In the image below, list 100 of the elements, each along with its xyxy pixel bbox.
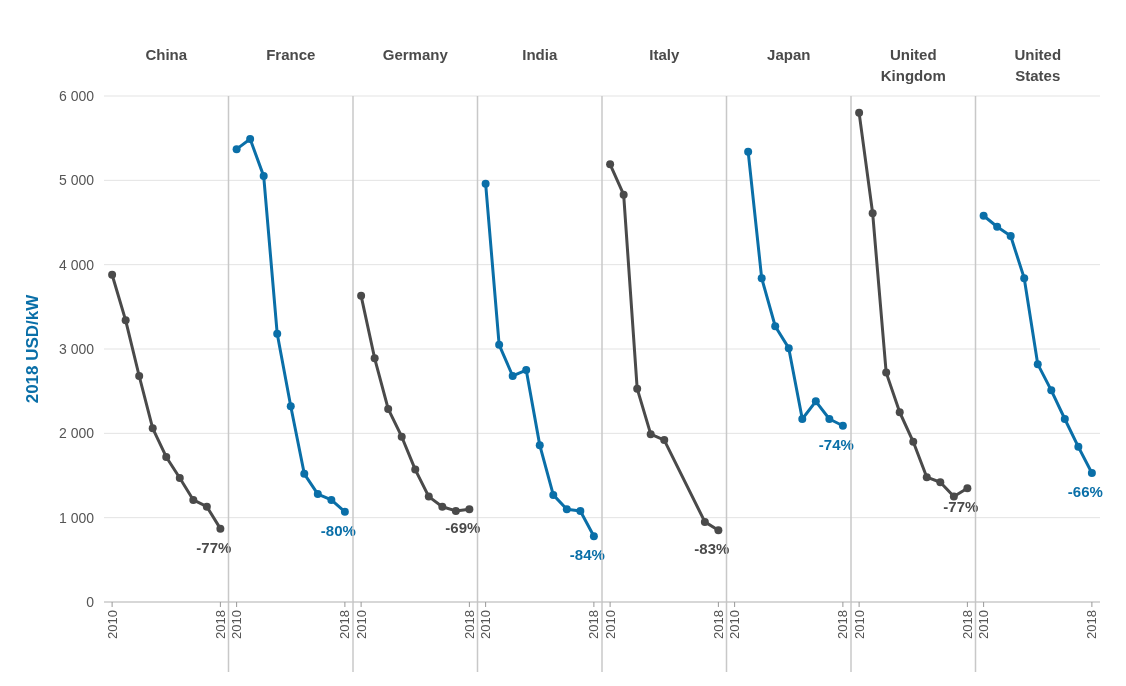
point	[162, 452, 171, 461]
chart-title: Italy	[649, 46, 680, 63]
annotation: -77%	[943, 498, 979, 516]
point	[273, 329, 282, 338]
point	[1033, 360, 1042, 369]
point	[949, 492, 958, 501]
point	[922, 473, 931, 482]
point	[882, 368, 891, 377]
point	[232, 145, 241, 154]
x-tick-label: 2018	[710, 610, 726, 639]
x-tick-label: 2010	[976, 610, 992, 639]
y-tick-label: 3 000	[58, 340, 95, 357]
point	[357, 291, 366, 300]
x-tick-label: 2018	[461, 610, 477, 639]
annotation: -74%	[818, 435, 854, 453]
x-tick-label: 2010	[602, 610, 618, 639]
point	[424, 492, 433, 501]
chart-title: United Kingdom	[880, 46, 946, 84]
point	[744, 147, 753, 156]
point	[757, 274, 766, 283]
y-tick-label: 1 000	[58, 509, 95, 526]
point	[340, 507, 349, 516]
y-tick-label: 0	[86, 593, 95, 610]
annotation: -80%	[320, 521, 356, 539]
point	[175, 474, 184, 483]
chart-title: France	[266, 46, 316, 63]
point	[811, 397, 820, 406]
chart-title: Germany	[382, 46, 449, 63]
point	[784, 344, 793, 353]
chart-title: India	[522, 46, 558, 63]
point	[963, 484, 972, 493]
point	[1047, 386, 1056, 395]
point	[646, 430, 655, 439]
x-tick-label: 2018	[835, 610, 851, 639]
point	[522, 366, 531, 375]
point	[936, 478, 945, 487]
x-tick-label: 2018	[959, 610, 975, 639]
point	[1020, 274, 1029, 283]
point	[798, 415, 807, 423]
x-tick-label: 2010	[353, 610, 369, 639]
x-tick-label: 2018	[586, 610, 602, 639]
point	[121, 316, 130, 325]
point	[327, 495, 336, 504]
x-tick-label: 2018	[337, 610, 353, 639]
point	[216, 524, 225, 533]
point	[300, 469, 309, 478]
chart-title: Japan	[767, 46, 811, 63]
point	[148, 424, 157, 433]
annotation: -83%	[694, 540, 730, 558]
point	[855, 108, 864, 117]
y-tick-label: 2 000	[58, 425, 95, 442]
x-tick-label: 2018	[212, 610, 228, 639]
point	[619, 190, 628, 199]
point	[465, 505, 474, 514]
annotation: -84%	[569, 546, 605, 564]
chart-title: United States	[1014, 46, 1062, 84]
point	[397, 432, 406, 441]
point	[660, 436, 669, 445]
chart-title: China	[145, 46, 188, 63]
point	[993, 222, 1002, 231]
y-axis-title: 2018 USD/kW	[23, 293, 42, 404]
point	[979, 211, 988, 220]
point	[909, 437, 918, 446]
point	[1074, 442, 1083, 451]
point	[606, 160, 615, 169]
point	[246, 135, 255, 144]
point	[549, 490, 558, 499]
point	[562, 505, 571, 514]
point	[633, 384, 642, 393]
point	[411, 465, 420, 474]
x-tick-label: 2010	[851, 610, 867, 639]
point	[451, 506, 460, 515]
point	[508, 371, 517, 380]
point	[1087, 468, 1096, 477]
point	[868, 209, 877, 218]
point	[771, 322, 780, 331]
point	[589, 532, 598, 541]
annotation: -69%	[445, 519, 481, 537]
point	[700, 517, 709, 526]
point	[135, 371, 144, 380]
point	[895, 408, 904, 417]
point	[202, 502, 211, 511]
x-tick-label: 2010	[104, 610, 120, 639]
point	[1006, 231, 1015, 240]
x-tick-label: 2018	[1084, 610, 1100, 639]
y-tick-label: 6 000	[58, 87, 95, 104]
x-tick-label: 2010	[478, 610, 494, 639]
point	[495, 340, 504, 349]
x-tick-label: 2010	[229, 610, 245, 639]
point	[370, 354, 379, 363]
point	[1060, 415, 1069, 423]
point	[259, 172, 268, 181]
point	[313, 490, 322, 499]
point	[189, 495, 198, 504]
annotation: -66%	[1067, 482, 1103, 500]
point	[384, 404, 393, 413]
annotation: -77%	[196, 538, 232, 556]
point	[838, 421, 847, 430]
y-tick-label: 5 000	[58, 172, 95, 189]
point	[108, 270, 117, 279]
